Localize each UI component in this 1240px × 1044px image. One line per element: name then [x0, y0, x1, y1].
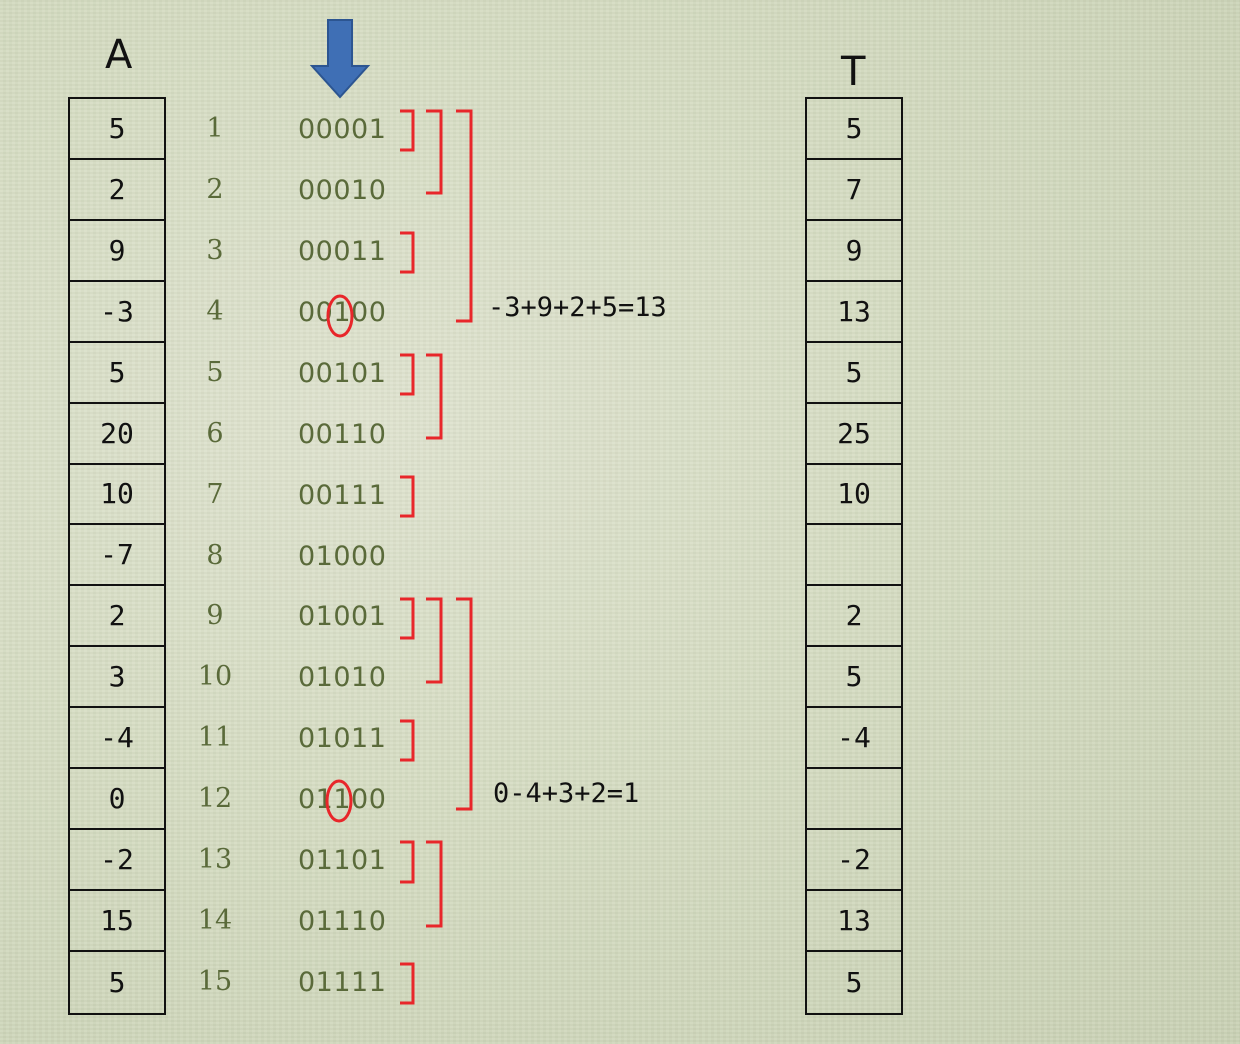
array-a-cell: -3	[70, 282, 164, 343]
array-a-cell: 2	[70, 160, 164, 221]
array-t-cell: 13	[807, 282, 901, 343]
index-label: 1	[206, 113, 224, 144]
bit-circle-row-12	[325, 779, 353, 823]
bracket-rows-1-2	[426, 109, 443, 195]
array-t-cell: 13	[807, 891, 901, 952]
binary-label: 00100	[298, 296, 387, 328]
index-label: 8	[206, 539, 224, 571]
sum-annotation-1: -3+9+2+5=13	[488, 292, 667, 323]
index-label: 6	[206, 417, 224, 449]
binary-label: 01110	[298, 906, 387, 938]
index-label: 14	[197, 905, 233, 937]
bracket-row-15	[400, 962, 415, 1005]
array-t-cell: 25	[807, 404, 901, 465]
array-a: 5 2 9 -3 5 20 10 -7 2 3 -4 0 -2 15 5	[68, 97, 166, 1015]
binary-label: 00110	[298, 418, 387, 450]
bit-circle-row-4	[326, 294, 354, 338]
binary-label: 01101	[298, 845, 387, 877]
array-t-cell: 5	[807, 647, 901, 709]
array-t-cell: 5	[807, 99, 901, 160]
binary-label: 00010	[298, 174, 387, 206]
bracket-row-11	[400, 719, 415, 762]
bracket-rows-13-14	[426, 840, 443, 928]
array-t-cell	[807, 525, 901, 587]
array-t-cell: 10	[807, 465, 901, 526]
array-a-cell: 5	[70, 99, 164, 160]
array-t: 5 7 9 13 5 25 10 2 5 -4 -2 13 5	[805, 97, 903, 1015]
index-label: 13	[197, 844, 233, 876]
binary-label: 01010	[298, 662, 387, 694]
array-a-cell: 20	[70, 404, 164, 465]
sum-annotation-2: 0-4+3+2=1	[493, 778, 640, 809]
array-t-cell: 2	[807, 586, 901, 648]
array-a-cell: 10	[70, 465, 164, 526]
binary-label: 01000	[298, 540, 387, 572]
binary-label: 00111	[298, 479, 387, 511]
bracket-rows-5-6	[426, 353, 443, 440]
binary-label: 00101	[298, 357, 387, 389]
array-a-cell: 5	[108, 965, 126, 999]
binary-label: 01100	[298, 784, 387, 816]
binary-label: 00001	[298, 114, 387, 145]
binary-label: 01111	[298, 967, 387, 999]
bracket-row-7	[400, 475, 415, 518]
array-t-cell: -2	[807, 830, 901, 891]
binary-label: 01011	[298, 723, 387, 755]
array-t-cell	[807, 769, 901, 831]
array-t-cell: -4	[807, 708, 901, 770]
index-label: 11	[197, 722, 233, 754]
index-label: 10	[197, 661, 233, 693]
array-t-title: T	[841, 49, 866, 95]
array-a-cell: -2	[70, 830, 164, 891]
array-t-cell: 9	[807, 221, 901, 282]
index-label: 15	[197, 966, 233, 998]
index-label: 7	[206, 478, 224, 510]
array-a-cell: -7	[70, 525, 164, 587]
array-a-cell: 15	[70, 891, 164, 952]
bracket-rows-9-12	[456, 597, 473, 811]
array-a-cell: 2	[70, 586, 164, 648]
index-label: 2	[206, 173, 224, 205]
index-label: 3	[206, 234, 224, 266]
array-a-cell: 3	[70, 647, 164, 709]
bracket-rows-9-10	[426, 597, 443, 684]
array-a-cell: 5	[70, 343, 164, 404]
array-t-cell: 5	[807, 343, 901, 404]
array-a-cell: -4	[70, 708, 164, 770]
bracket-row-1	[400, 109, 415, 152]
array-a-cell: 9	[70, 221, 164, 282]
array-a-cell: 0	[70, 769, 164, 831]
arrow-down-icon	[309, 19, 371, 99]
binary-label: 01001	[298, 601, 387, 633]
array-t-cell: 7	[807, 160, 901, 221]
array-t-cell: 5	[845, 965, 863, 999]
bracket-row-5	[400, 353, 415, 396]
index-label: 4	[206, 295, 224, 327]
bracket-rows-1-4	[456, 109, 473, 323]
bracket-row-3	[400, 231, 415, 274]
index-label: 5	[206, 356, 224, 388]
bracket-row-9	[400, 597, 415, 640]
bracket-row-13	[400, 840, 415, 884]
array-a-title: A	[105, 32, 133, 78]
binary-label: 00011	[298, 235, 387, 267]
index-label: 9	[206, 600, 224, 632]
index-label: 12	[197, 783, 233, 815]
